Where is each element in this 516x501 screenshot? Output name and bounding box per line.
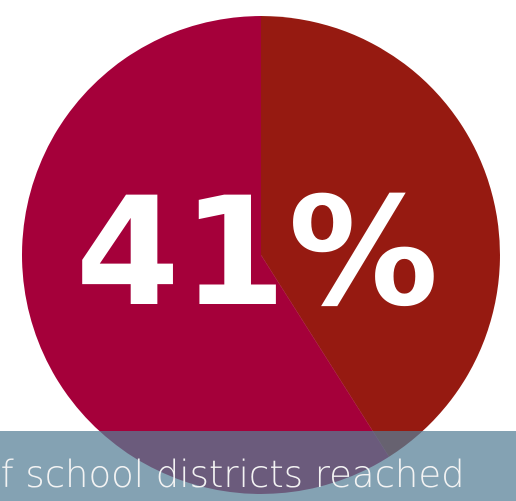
headline-percentage: 41% (75, 166, 441, 340)
caption-band: of school districts reached (0, 431, 516, 501)
caption-text: of school districts reached (0, 453, 465, 496)
pie-slice-highlight (261, 16, 500, 457)
pie-slice-remainder (21, 15, 390, 494)
